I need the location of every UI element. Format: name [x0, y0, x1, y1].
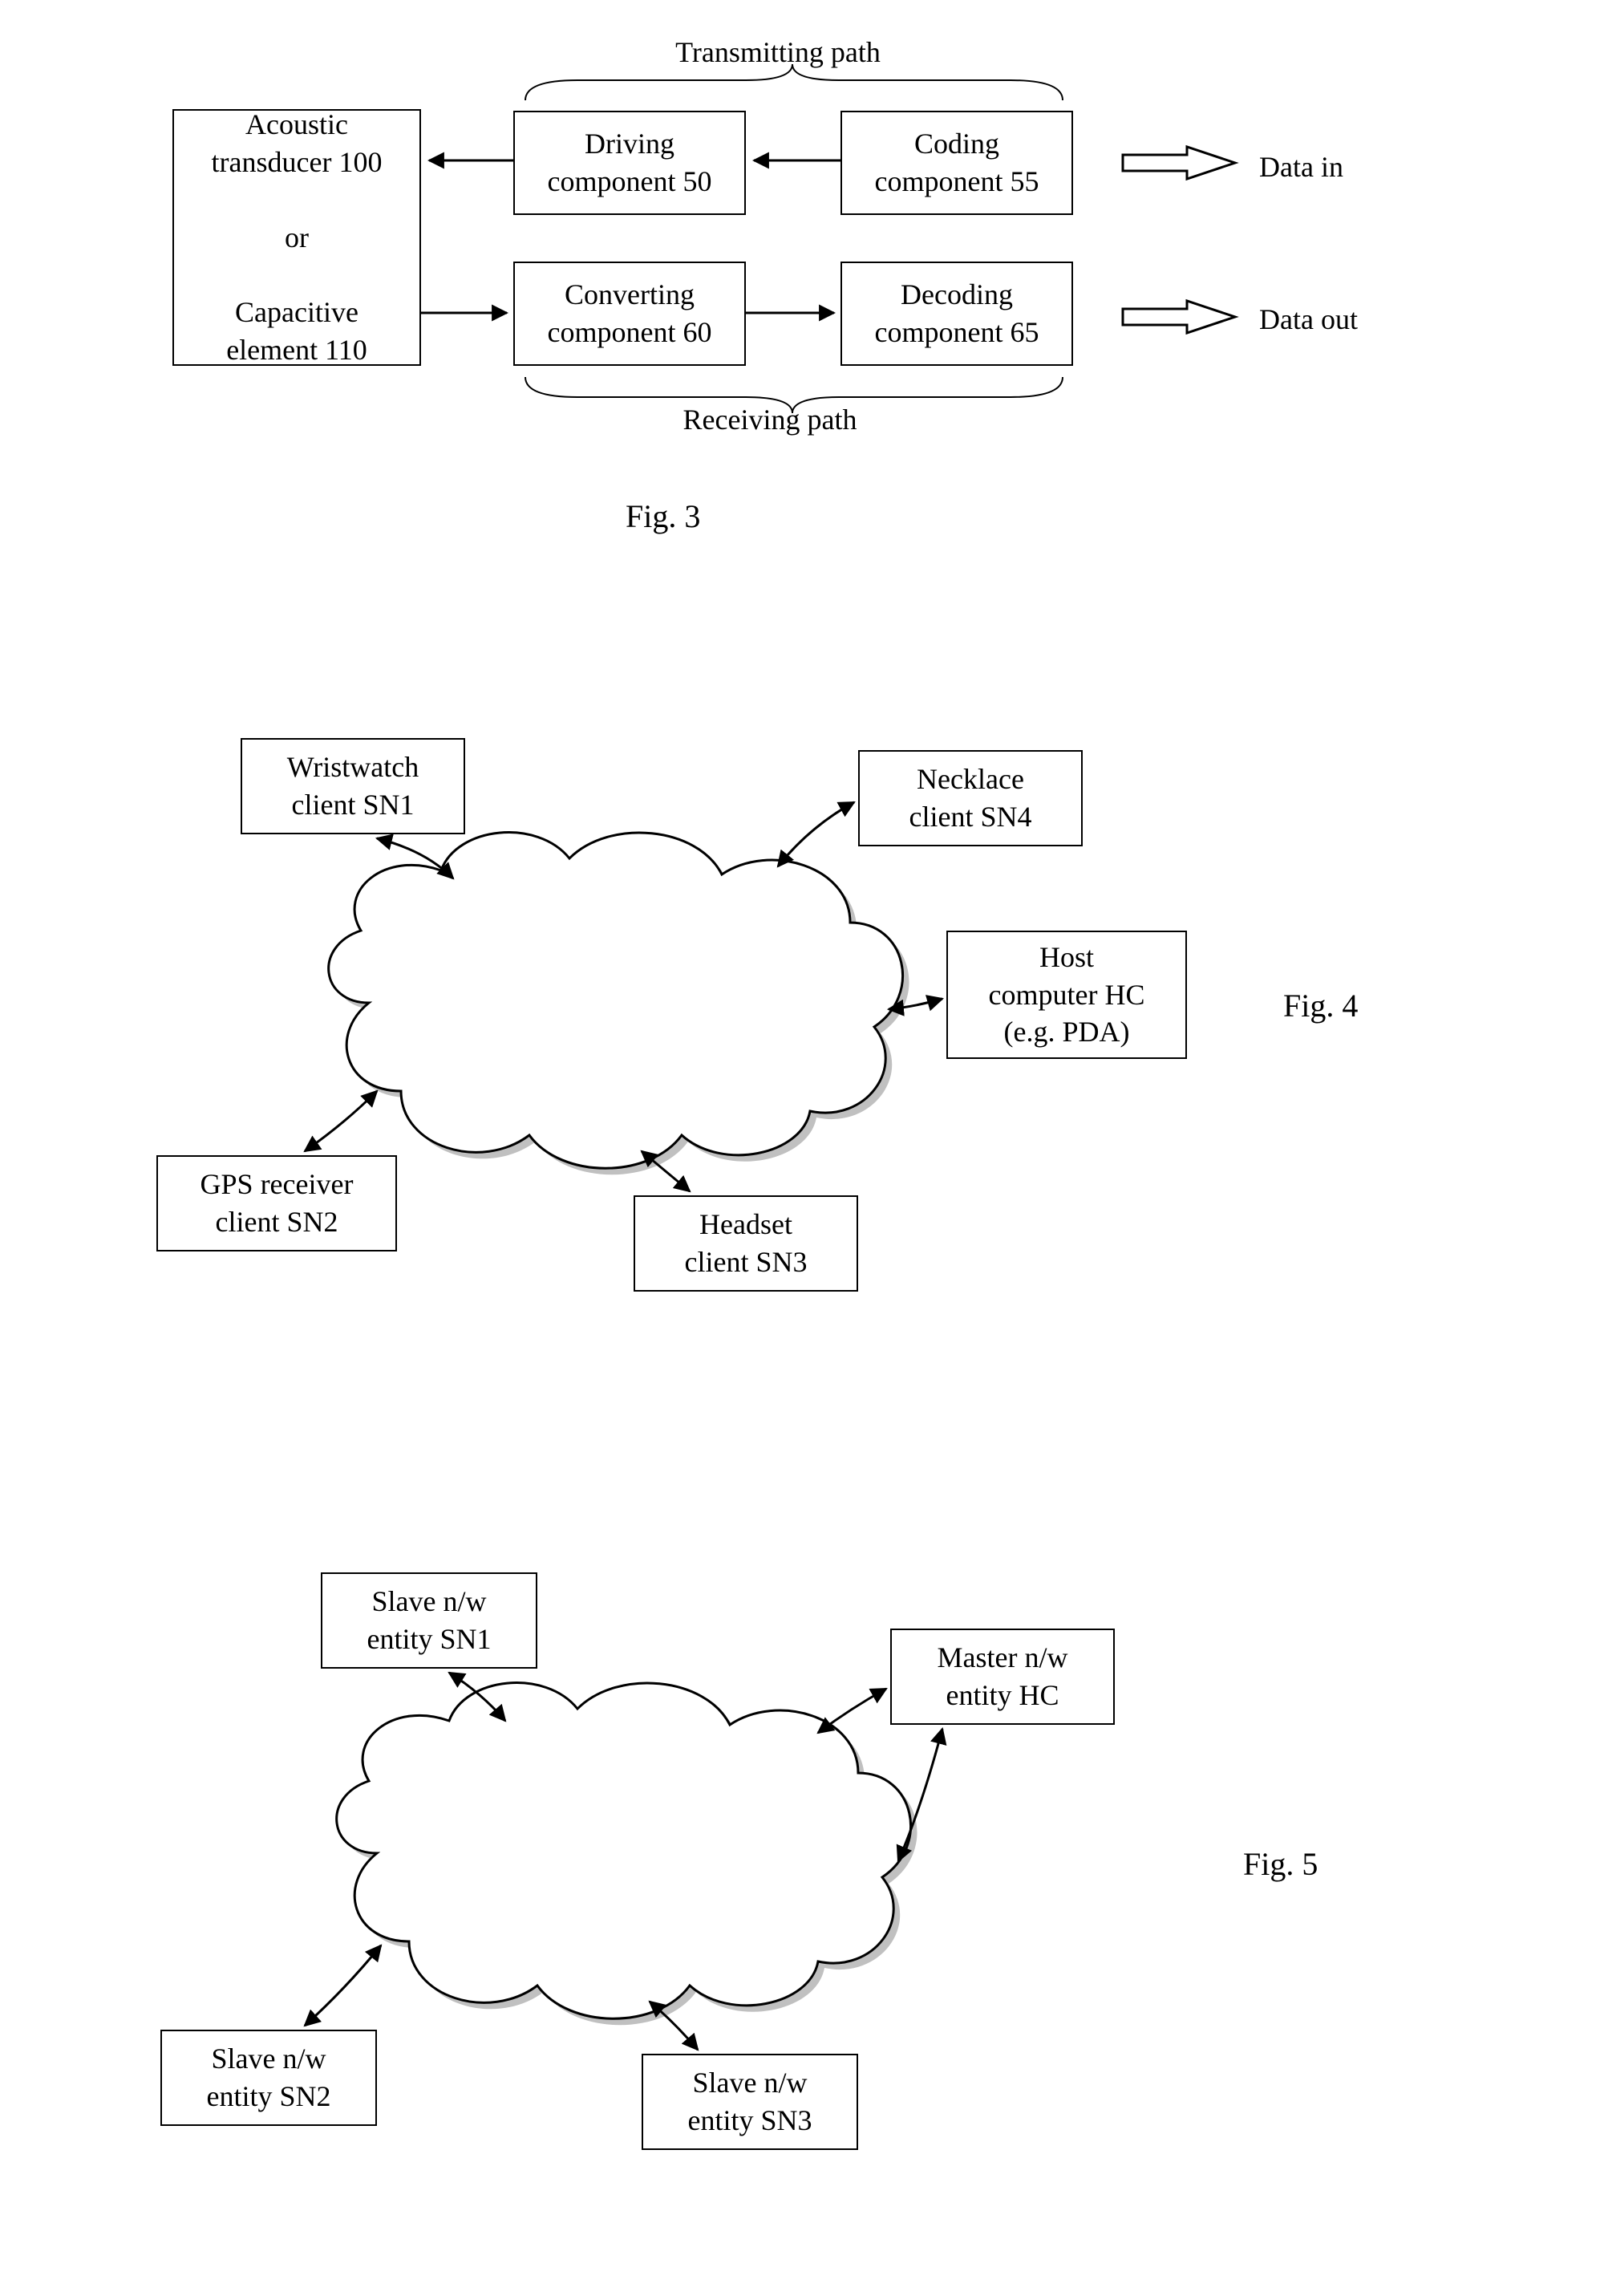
host-l2: computer HC [989, 979, 1145, 1011]
fig3-caption: Fig. 3 [626, 497, 700, 535]
host-box: Host computer HC (e.g. PDA) [946, 931, 1187, 1059]
master-l1: Master n/w [938, 1641, 1068, 1673]
wristwatch-box: Wristwatch client SN1 [241, 738, 465, 834]
converting-l1: Converting [565, 278, 695, 310]
slave2-l1: Slave n/w [212, 2042, 326, 2075]
driving-l1: Driving [585, 128, 674, 160]
wristwatch-l2: client SN1 [292, 789, 415, 821]
decoding-l1: Decoding [901, 278, 1013, 310]
transducer-l1: Acoustic [245, 108, 348, 140]
fig4-body-l3: (Medium) [543, 1020, 660, 1053]
slave1-l2: entity SN1 [367, 1623, 491, 1655]
gps-box: GPS receiver client SN2 [156, 1155, 397, 1251]
host-l1: Host [1039, 941, 1094, 973]
wristwatch-l1: Wristwatch [287, 751, 419, 783]
transmitting-path-label: Transmitting path [634, 34, 922, 71]
host-l3: (e.g. PDA) [1004, 1016, 1130, 1048]
slave3-box: Slave n/w entity SN3 [642, 2054, 858, 2150]
driving-l2: component 50 [548, 165, 712, 197]
necklace-l1: Necklace [917, 763, 1024, 795]
decoding-l2: component 65 [875, 316, 1039, 348]
diagram-canvas: Transmitting path Receiving path Acousti… [0, 0, 1604, 2296]
coding-l2: component 55 [875, 165, 1039, 197]
headset-l1: Headset [699, 1208, 792, 1240]
headset-l2: client SN3 [685, 1246, 808, 1278]
fig5-body-label: Body 300 [513, 1805, 690, 1880]
slave2-box: Slave n/w entity SN2 [160, 2030, 377, 2126]
master-box: Master n/w entity HC [890, 1629, 1115, 1725]
fig5-body-l2: 300 [580, 1845, 623, 1877]
gps-l2: client SN2 [216, 1206, 338, 1238]
fig4-caption: Fig. 4 [1283, 987, 1358, 1024]
master-l2: entity HC [946, 1679, 1059, 1711]
gps-l1: GPS receiver [200, 1168, 354, 1200]
headset-box: Headset client SN3 [634, 1195, 858, 1292]
coding-l1: Coding [914, 128, 999, 160]
necklace-l2: client SN4 [909, 801, 1032, 833]
fig4-body-l1: Body [570, 945, 633, 977]
transducer-l4: Capacitive [235, 296, 358, 328]
fig5-body-l1: Body [570, 1807, 633, 1840]
fig4-body-l2: 300 [580, 983, 623, 1015]
driving-box: Driving component 50 [513, 111, 746, 215]
converting-l2: component 60 [548, 316, 712, 348]
transducer-l2: transducer 100 [212, 146, 383, 178]
receiving-path-label: Receiving path [626, 401, 914, 439]
fig5-caption: Fig. 5 [1243, 1845, 1318, 1883]
transducer-l5: element 110 [226, 334, 367, 366]
data-in-label: Data in [1259, 148, 1343, 186]
transducer-l3: or [285, 221, 309, 254]
slave3-l2: entity SN3 [687, 2104, 812, 2136]
coding-box: Coding component 55 [840, 111, 1073, 215]
slave2-l2: entity SN2 [206, 2080, 330, 2112]
necklace-box: Necklace client SN4 [858, 750, 1083, 846]
slave1-l1: Slave n/w [372, 1585, 487, 1617]
slave3-l1: Slave n/w [693, 2067, 808, 2099]
slave1-box: Slave n/w entity SN1 [321, 1572, 537, 1669]
transducer-box: Acoustic transducer 100 or Capacitive el… [172, 109, 421, 366]
fig4-body-label: Body 300 (Medium) [513, 943, 690, 1055]
converting-box: Converting component 60 [513, 262, 746, 366]
data-out-label: Data out [1259, 301, 1358, 339]
decoding-box: Decoding component 65 [840, 262, 1073, 366]
